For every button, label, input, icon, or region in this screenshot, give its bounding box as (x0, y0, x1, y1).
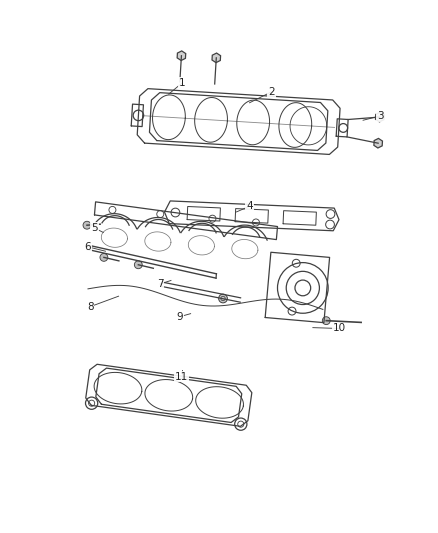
Circle shape (100, 254, 108, 261)
Circle shape (322, 317, 330, 325)
Circle shape (83, 221, 91, 229)
Text: 9: 9 (177, 312, 183, 322)
Text: 8: 8 (87, 302, 93, 312)
Polygon shape (177, 51, 186, 61)
Polygon shape (374, 139, 382, 148)
Text: 3: 3 (377, 111, 384, 121)
Text: 6: 6 (85, 242, 92, 252)
Text: 4: 4 (246, 201, 253, 211)
Text: 5: 5 (91, 223, 98, 233)
Text: 2: 2 (268, 87, 275, 97)
Text: 10: 10 (332, 324, 346, 334)
Text: 1: 1 (179, 78, 185, 88)
Text: 11: 11 (175, 372, 188, 382)
Polygon shape (212, 53, 221, 63)
Circle shape (134, 261, 142, 269)
Circle shape (219, 294, 227, 303)
Text: 7: 7 (157, 279, 163, 289)
Polygon shape (375, 112, 384, 122)
